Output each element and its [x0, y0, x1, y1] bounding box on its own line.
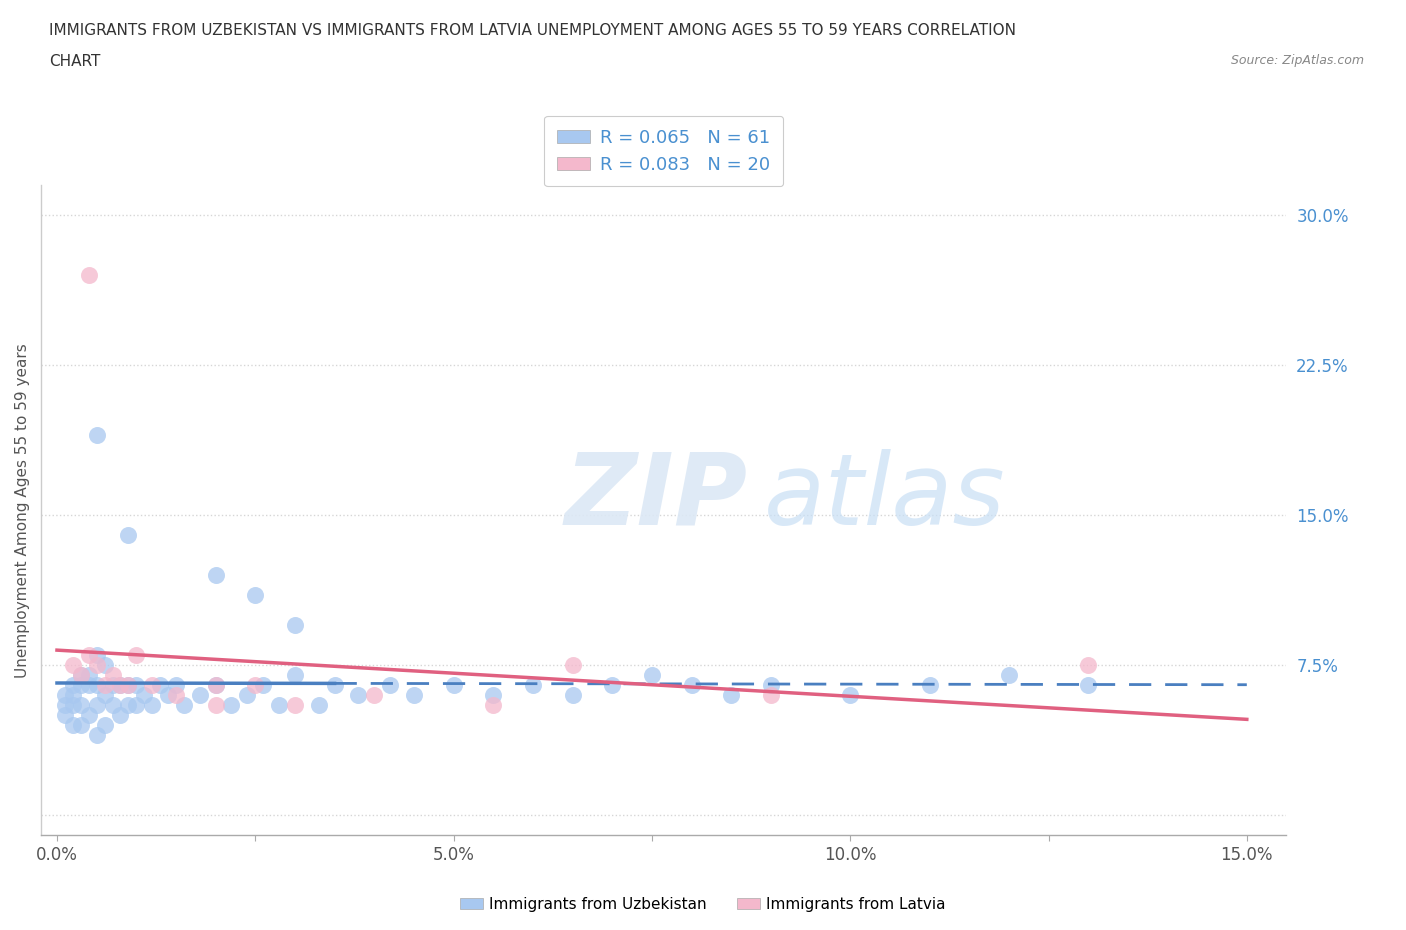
Point	[141, 698, 163, 712]
Point	[117, 698, 139, 712]
Point	[93, 718, 115, 733]
Point	[110, 678, 132, 693]
Point	[522, 678, 544, 693]
Point	[308, 698, 330, 712]
Point	[252, 678, 274, 693]
Point	[236, 688, 259, 703]
Point	[284, 668, 307, 683]
Text: CHART: CHART	[49, 54, 101, 69]
Point	[245, 588, 267, 603]
Point	[93, 678, 115, 693]
Point	[77, 648, 100, 663]
Point	[1077, 678, 1099, 693]
Point	[125, 648, 148, 663]
Point	[93, 658, 115, 672]
Point	[86, 728, 108, 743]
Point	[204, 678, 226, 693]
Point	[284, 698, 307, 712]
Point	[759, 688, 782, 703]
Point	[77, 708, 100, 723]
Point	[600, 678, 623, 693]
Point	[245, 678, 267, 693]
Point	[267, 698, 290, 712]
Point	[117, 678, 139, 693]
Point	[323, 678, 346, 693]
Point	[1077, 658, 1099, 672]
Point	[86, 678, 108, 693]
Point	[204, 568, 226, 583]
Point	[561, 688, 583, 703]
Point	[77, 678, 100, 693]
Point	[62, 688, 84, 703]
Text: atlas: atlas	[763, 448, 1005, 546]
Text: ZIP: ZIP	[564, 448, 747, 546]
Point	[402, 688, 425, 703]
Point	[443, 678, 465, 693]
Point	[720, 688, 742, 703]
Point	[101, 668, 124, 683]
Point	[347, 688, 370, 703]
Point	[69, 668, 91, 683]
Point	[62, 658, 84, 672]
Point	[141, 678, 163, 693]
Point	[681, 678, 703, 693]
Point	[125, 698, 148, 712]
Point	[204, 678, 226, 693]
Point	[482, 688, 505, 703]
Point	[110, 678, 132, 693]
Point	[77, 268, 100, 283]
Point	[363, 688, 385, 703]
Point	[134, 688, 156, 703]
Point	[62, 678, 84, 693]
Text: Source: ZipAtlas.com: Source: ZipAtlas.com	[1230, 54, 1364, 67]
Point	[759, 678, 782, 693]
Point	[117, 527, 139, 542]
Point	[69, 718, 91, 733]
Point	[69, 698, 91, 712]
Point	[918, 678, 941, 693]
Point	[86, 648, 108, 663]
Point	[69, 668, 91, 683]
Point	[561, 658, 583, 672]
Point	[165, 688, 187, 703]
Legend: R = 0.065   N = 61, R = 0.083   N = 20: R = 0.065 N = 61, R = 0.083 N = 20	[544, 116, 783, 186]
Point	[101, 698, 124, 712]
Point	[53, 698, 76, 712]
Point	[53, 708, 76, 723]
Legend: Immigrants from Uzbekistan, Immigrants from Latvia: Immigrants from Uzbekistan, Immigrants f…	[454, 891, 952, 918]
Point	[125, 678, 148, 693]
Point	[93, 688, 115, 703]
Point	[62, 698, 84, 712]
Point	[62, 718, 84, 733]
Point	[378, 678, 401, 693]
Point	[998, 668, 1021, 683]
Point	[110, 708, 132, 723]
Point	[69, 678, 91, 693]
Text: IMMIGRANTS FROM UZBEKISTAN VS IMMIGRANTS FROM LATVIA UNEMPLOYMENT AMONG AGES 55 : IMMIGRANTS FROM UZBEKISTAN VS IMMIGRANTS…	[49, 23, 1017, 38]
Point	[86, 698, 108, 712]
Point	[839, 688, 862, 703]
Point	[173, 698, 195, 712]
Point	[53, 688, 76, 703]
Y-axis label: Unemployment Among Ages 55 to 59 years: Unemployment Among Ages 55 to 59 years	[15, 343, 30, 678]
Point	[86, 658, 108, 672]
Point	[165, 678, 187, 693]
Point	[101, 678, 124, 693]
Point	[157, 688, 180, 703]
Point	[149, 678, 172, 693]
Point	[188, 688, 211, 703]
Point	[221, 698, 243, 712]
Point	[641, 668, 664, 683]
Point	[86, 428, 108, 443]
Point	[284, 618, 307, 632]
Point	[117, 678, 139, 693]
Point	[77, 668, 100, 683]
Point	[482, 698, 505, 712]
Point	[204, 698, 226, 712]
